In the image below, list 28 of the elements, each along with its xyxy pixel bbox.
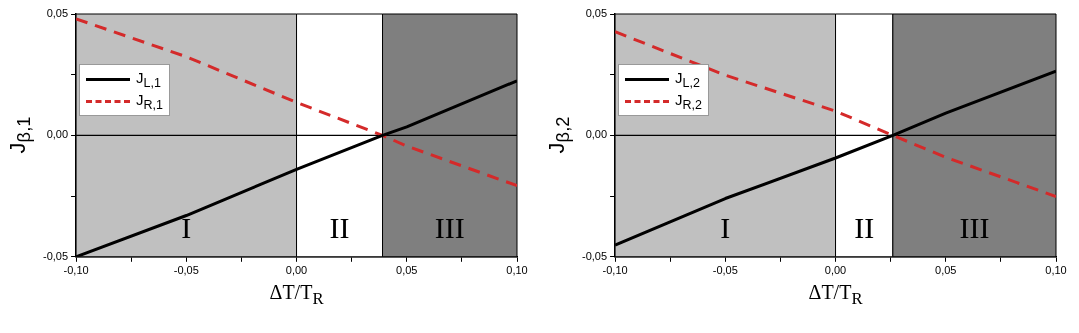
y-tick-label: 0,05	[46, 7, 69, 20]
x-tick-label: 0,05	[396, 264, 418, 277]
x-tick-label: 0,10	[1045, 264, 1067, 277]
x-tick-label: 0,05	[935, 264, 957, 277]
band-label: II	[854, 210, 875, 244]
band-label: II	[329, 210, 350, 244]
band-label: I	[720, 210, 731, 244]
legend-label: J$_{R,2}$	[675, 90, 703, 112]
x-tick-label: -0,10	[602, 264, 628, 277]
x-axis-title: ΔT/T$_{R}$	[269, 280, 324, 309]
legend-label: J$_{L,1}$	[136, 68, 161, 90]
y-tick-label: -0,05	[42, 249, 69, 262]
x-tick-label: -0,10	[63, 264, 89, 277]
y-tick-label: 0,00	[585, 128, 608, 141]
y-tick-label: 0,05	[585, 7, 608, 20]
x-tick-label: -0,05	[173, 264, 199, 277]
y-tick-label: 0,00	[46, 128, 69, 141]
x-tick-label: 0,10	[506, 264, 528, 277]
legend-label: J$_{R,1}$	[136, 90, 164, 112]
x-tick-label: 0,00	[285, 264, 308, 277]
x-axis-title: ΔT/T$_{R}$	[808, 280, 863, 309]
y-tick-label: -0,05	[581, 249, 608, 262]
band-label: III	[434, 210, 465, 244]
band-label: III	[959, 210, 990, 244]
x-tick-label: -0,05	[712, 264, 738, 277]
x-tick-label: 0,00	[824, 264, 847, 277]
legend-label: J$_{L,2}$	[675, 68, 700, 90]
band-label: I	[181, 210, 192, 244]
